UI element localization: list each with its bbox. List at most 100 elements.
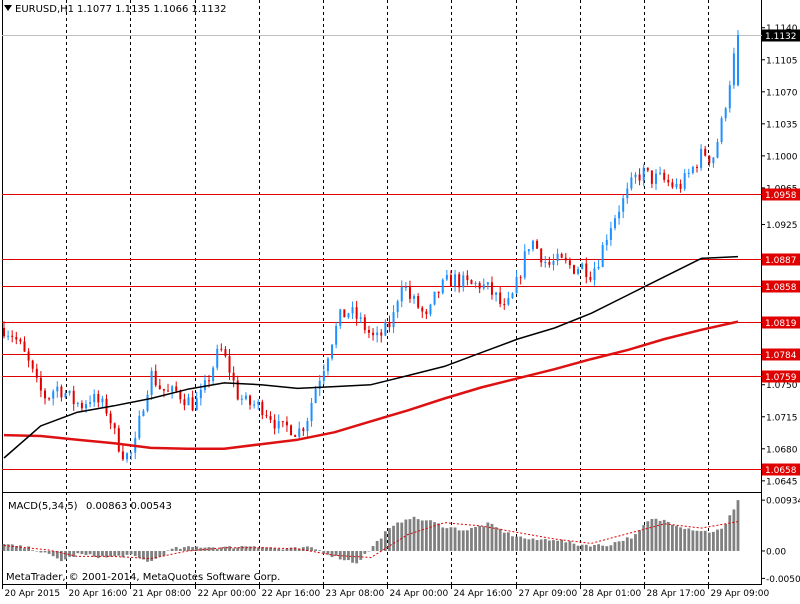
macd-bar [215, 548, 219, 551]
macd-bar [519, 536, 523, 551]
macd-bar [60, 550, 63, 562]
candle-body [523, 251, 526, 278]
macd-bar [256, 547, 260, 551]
candle-body [568, 260, 571, 266]
candle-bear [372, 328, 375, 341]
candle-bull [613, 214, 616, 231]
macd-bar [515, 536, 518, 551]
macd-bar [424, 520, 428, 551]
candle-bear [679, 179, 682, 193]
dropdown-triangle-icon[interactable] [4, 5, 12, 11]
candle-body [212, 367, 215, 382]
candle-body [208, 380, 211, 382]
macd-bar [703, 530, 707, 551]
candle-bull [130, 451, 133, 461]
candle-body [708, 155, 711, 164]
macd-bar [699, 531, 703, 551]
candle-bull [433, 291, 436, 306]
candle-bull [720, 116, 723, 145]
candle-body [425, 311, 428, 315]
macd-bar [535, 540, 539, 551]
candle-body [507, 298, 510, 305]
candle-body [556, 253, 559, 261]
horizontal-levels[interactable] [2, 35, 762, 470]
candle-bull [56, 381, 59, 398]
macd-bar [396, 522, 400, 551]
candle-bull [511, 292, 514, 299]
candle-body [449, 275, 452, 287]
macd-bar [560, 539, 564, 551]
candle-body [126, 453, 129, 460]
candle-bull [404, 281, 407, 292]
candle-bear [39, 371, 42, 398]
candle-body [244, 395, 247, 399]
macd-bar [31, 550, 35, 551]
macd-bar [330, 550, 334, 558]
candle-body [724, 108, 727, 119]
candle-body [433, 291, 436, 305]
macd-bar [72, 550, 76, 557]
macd-bar [527, 539, 531, 551]
candle-bull [335, 321, 338, 349]
price-tick-label: 1.1140 [766, 24, 798, 34]
ma-slow-line [3, 320, 739, 451]
candle-bull [339, 308, 342, 329]
level-box-label: 1.0658 [765, 466, 797, 476]
macd-bar [465, 530, 469, 551]
candle-body [195, 398, 198, 411]
macd-bar [301, 547, 305, 551]
candle-bull [52, 389, 55, 406]
candle-bear [437, 291, 440, 299]
candle-body [142, 410, 145, 416]
macd-tick-label: 0.00934 [766, 497, 800, 507]
macd-bar [416, 519, 420, 551]
macd-bar [588, 546, 592, 551]
candle-body [85, 403, 88, 409]
candle-bull [376, 326, 379, 343]
candle-bull [142, 408, 145, 417]
candle-body [154, 370, 157, 386]
macd-bar [211, 547, 215, 551]
candle-bear [470, 279, 473, 285]
candle-body [396, 301, 399, 313]
candle-body [519, 277, 522, 279]
price-tick-label: 1.1105 [766, 56, 798, 66]
candle-body [634, 174, 637, 178]
candle-body [109, 413, 112, 424]
macd-bar [375, 540, 379, 551]
candle-body [318, 380, 321, 389]
macd-bar [625, 537, 629, 551]
candle-bull [474, 281, 477, 289]
macd-bar [113, 550, 117, 557]
macd-bar [265, 547, 268, 551]
macd-bar [707, 532, 711, 551]
time-label: 24 Apr 16:00 [454, 589, 513, 599]
candle-body [613, 218, 616, 229]
candle-bull [195, 391, 198, 411]
candle-bear [48, 397, 51, 401]
candle-body [392, 312, 395, 328]
price-tick-label: 1.0750 [766, 381, 798, 391]
candle-body [675, 184, 678, 188]
candle-body [527, 249, 530, 252]
macd-bar [732, 509, 736, 551]
candle-bull [486, 281, 489, 290]
candle-body [691, 166, 694, 173]
level-box [762, 348, 800, 361]
macd-bar [105, 550, 108, 558]
macd-bar [240, 546, 244, 551]
macd-bar [68, 550, 72, 557]
candle-body [540, 248, 543, 263]
candle-bull [150, 367, 153, 400]
candle-bear [158, 378, 161, 390]
copyright-text: MetaTrader, © 2001-2014, MetaQuotes Soft… [6, 572, 280, 583]
candle-bear [290, 424, 293, 436]
candle-bear [191, 390, 194, 412]
candle-bear [367, 325, 370, 339]
macd-bar [27, 546, 31, 551]
macd-bar [35, 550, 39, 552]
macd-bar [224, 546, 227, 551]
candle-bull [454, 269, 457, 292]
